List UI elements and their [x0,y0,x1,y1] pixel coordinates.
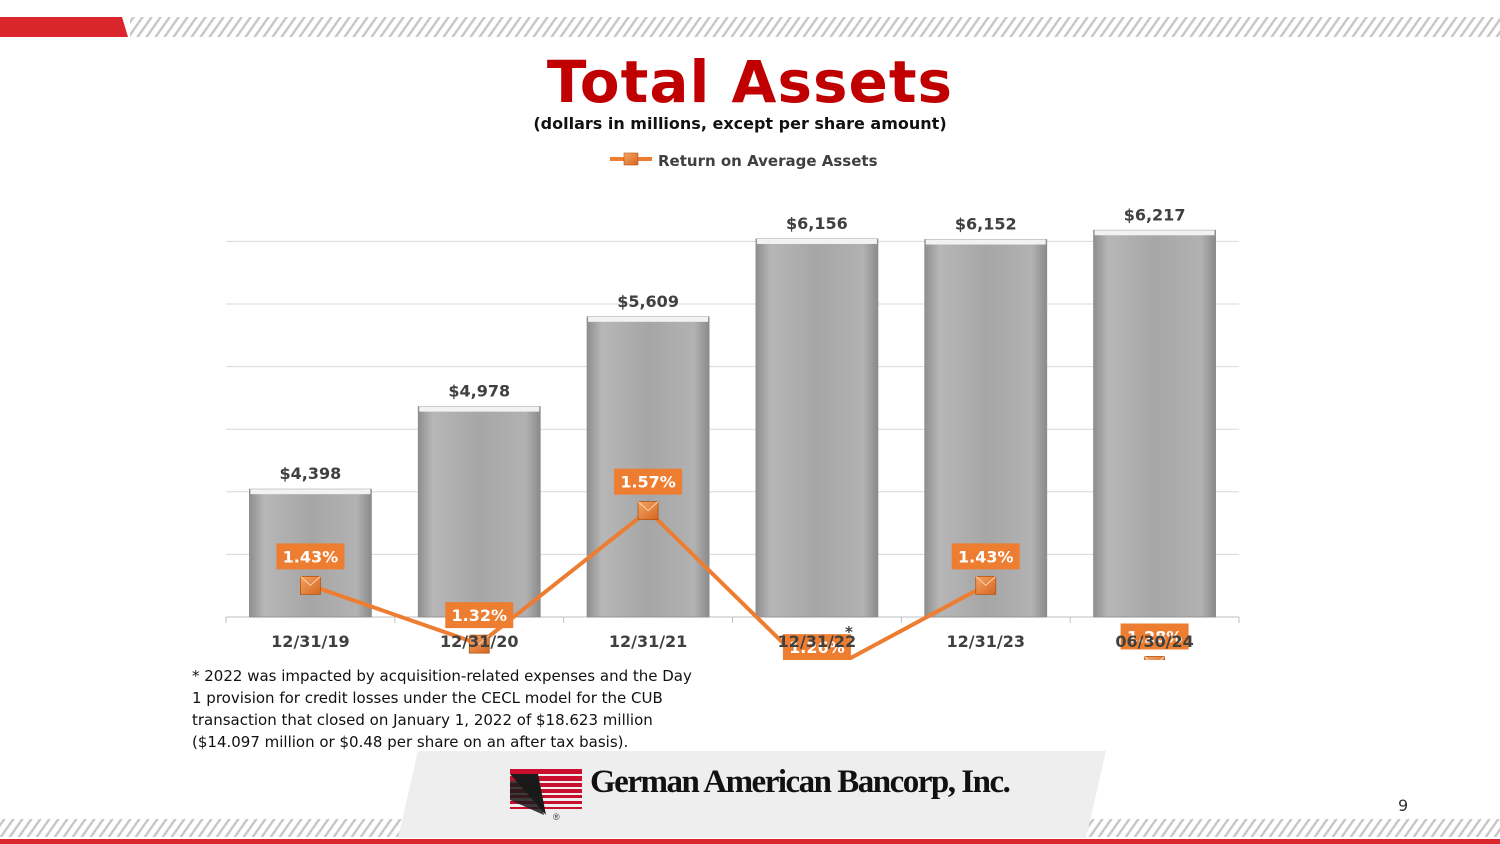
x-tick-label: 12/31/23 [947,632,1025,651]
roaa-label-box [445,602,514,629]
bar-value-label: $6,156 [786,214,848,233]
bar-top-highlight [250,489,371,495]
roaa-data-label: 1.57% [620,473,676,492]
roaa-label-box [782,634,851,660]
x-tick-label: 12/31/21 [609,632,687,651]
legend-label: Return on Average Assets [658,152,878,170]
top-red-accent [0,17,128,37]
bar-top-highlight [756,238,877,244]
company-logo-mark [510,769,582,815]
marker-glyph [468,634,490,645]
bottom-red-rule [0,839,1500,844]
bar-top-highlight [419,406,540,412]
bar-value-label: $6,152 [955,215,1017,234]
roaa-data-label: 1.26% [789,638,845,657]
x-tick-label: 12/31/22 [778,632,856,651]
registered-mark: ® [553,812,560,822]
bar-12/31/20 [417,406,541,618]
roaa-data-label: 1.43% [283,547,339,566]
roaa-label-box [614,468,683,495]
bar-top-highlight [925,239,1046,245]
bar-series: $4,398 $4,978 $5,609 $6,156 $6,152 $6,217 [249,205,1216,618]
roaa-line-series: 1.43% 1.32% 1.57% 1.26%* 1.43% 1.28% [276,468,1189,660]
bar-value-label: $6,217 [1124,205,1186,224]
top-header-band [0,17,1500,37]
bar-value-label: $5,609 [617,292,679,311]
roaa-label-box [1120,623,1189,650]
bar-12/31/22 [755,238,879,618]
roaa-label-box [951,543,1020,570]
marker-glyph [975,576,997,587]
marker-glyph [1144,656,1165,660]
gridlines [226,240,1239,618]
top-hatch-stripes [130,17,1500,37]
bottom-hatch-stripes-right [1085,819,1500,837]
roaa-data-label: 1.28% [1127,627,1183,646]
bar-value-label: $4,398 [280,464,342,483]
x-tick-label: 12/31/19 [271,632,349,651]
footnote-line: 1 provision for credit losses under the … [192,689,663,707]
legend-marker-swatch [623,152,639,166]
page-number: 9 [1398,796,1409,815]
slide-subtitle: (dollars in millions, except per share a… [533,114,947,133]
bar-top-highlight [588,316,709,322]
roaa-point-marker [637,501,659,521]
footnote-asterisk: * [845,623,853,641]
x-tick-label: 06/30/24 [1115,632,1193,651]
roaa-label-box [276,543,345,570]
x-tick-label: 12/31/20 [440,632,518,651]
roaa-data-label: 1.32% [451,606,507,625]
roaa-point-marker [1144,656,1165,660]
x-axis: 12/31/19 12/31/20 12/31/21 12/31/22 12/31/23… [225,617,1240,651]
bar-06/30/24 [1093,229,1216,618]
bar-12/31/21 [586,316,710,618]
roaa-point-marker [300,575,321,595]
roaa-data-label: 1.43% [958,547,1014,566]
slide-title: Total Assets [546,48,954,116]
marker-glyph [637,501,659,512]
total-assets-chart: $4,398 $4,978 $5,609 $6,156 $6,152 $6,217 1.4… [225,152,1240,660]
bar-top-highlight [1094,230,1215,236]
footnote-line: * 2022 was impacted by acquisition-relat… [192,667,692,685]
roaa-point-marker [975,575,997,595]
chart-legend: Return on Average Assets [610,152,878,170]
marker-body [1144,656,1165,660]
marker-glyph [300,576,321,587]
bar-value-label: $4,978 [448,382,510,401]
footnote-line: ($14.097 million or $0.48 per share on a… [192,733,629,751]
company-name: German American Bancorp, Inc. [590,764,1011,800]
footnote: * 2022 was impacted by acquisition-relat… [192,665,772,753]
footnote-line: transaction that closed on January 1, 20… [192,711,653,729]
roaa-point-marker [468,634,490,654]
bottom-hatch-stripes-left [0,819,405,837]
